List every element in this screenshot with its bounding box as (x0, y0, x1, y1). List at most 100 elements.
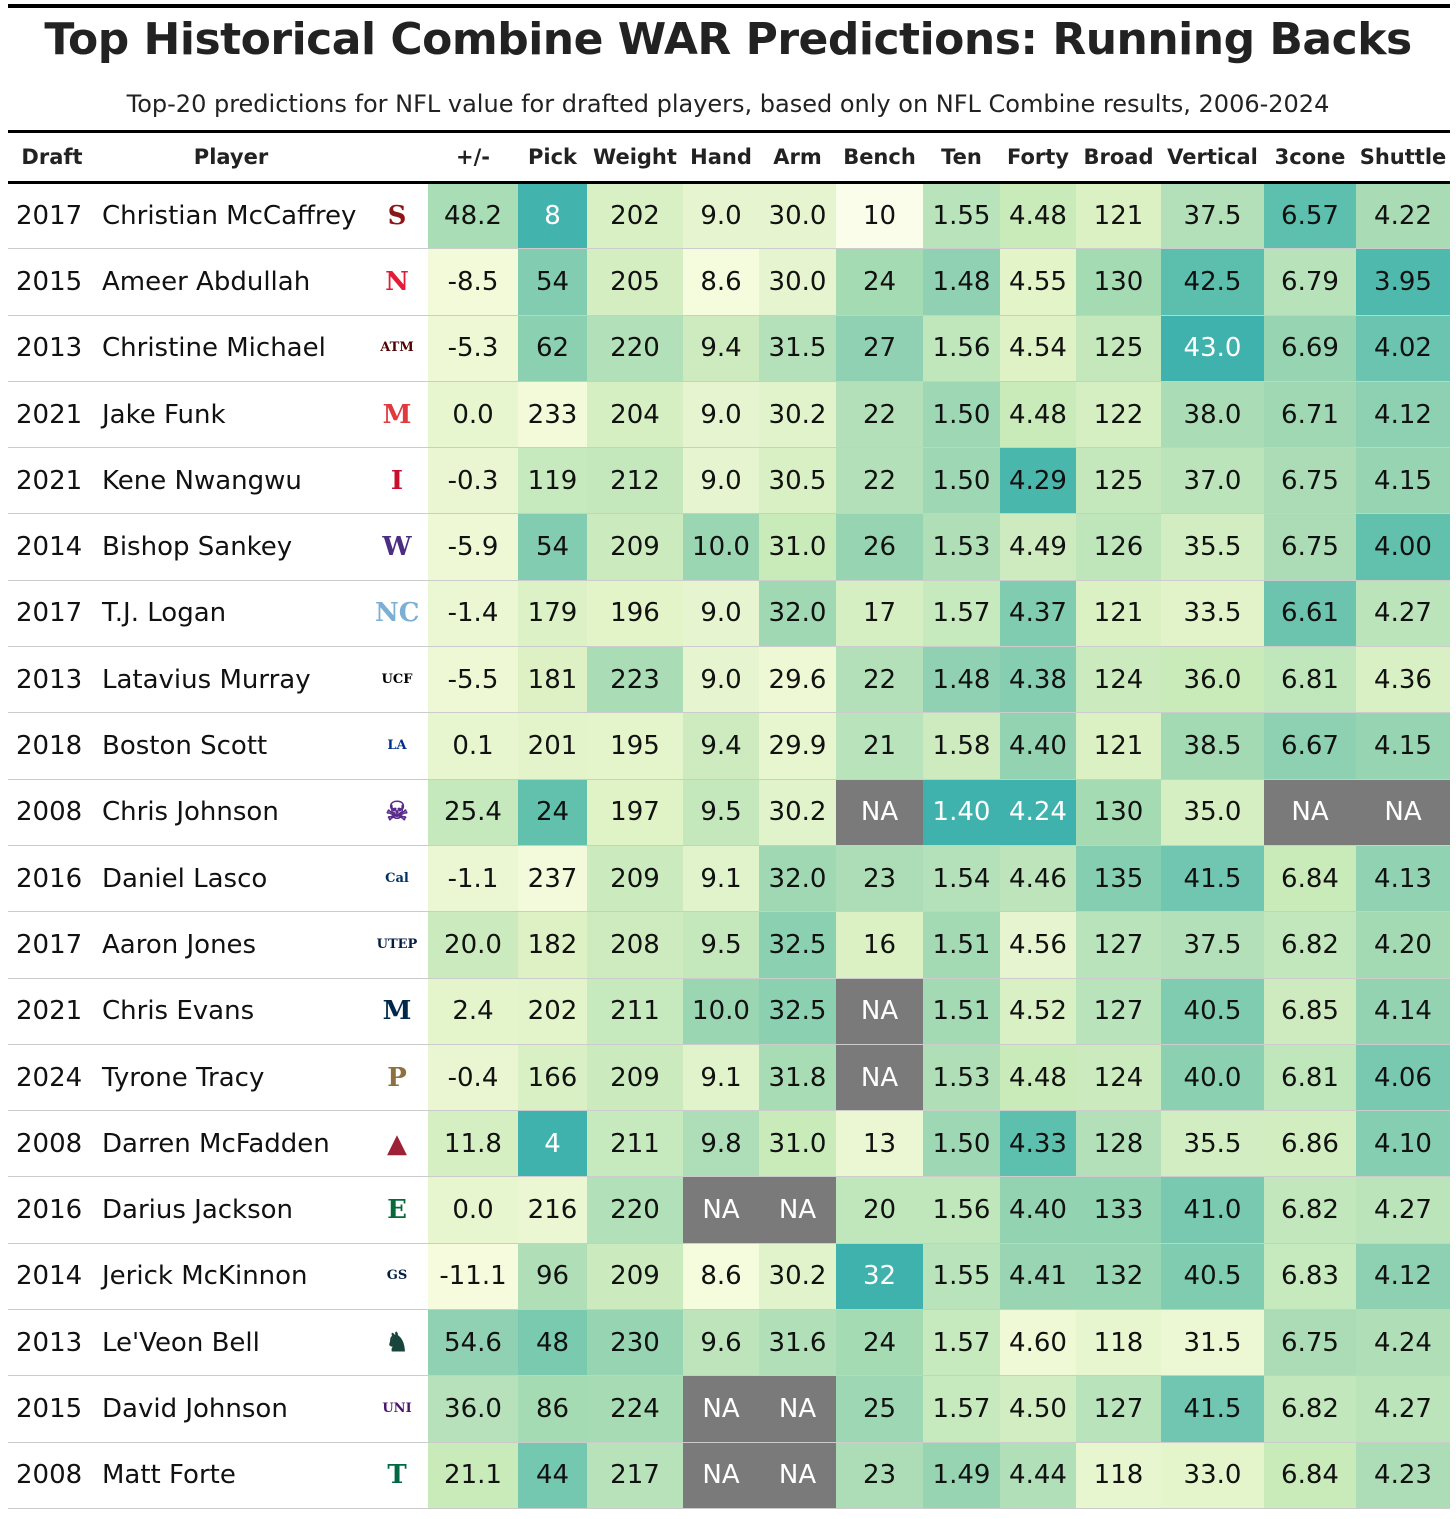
cell-forty: 4.56 (1000, 911, 1076, 979)
cell-vertical: 38.0 (1161, 381, 1264, 448)
cell-arm: 32.5 (759, 911, 836, 979)
cell-weight: 205 (587, 248, 683, 316)
cell-weight: 209 (587, 1044, 683, 1111)
cell-hand: 10.0 (683, 513, 759, 581)
cell-ten: 1.57 (923, 580, 1000, 647)
cell-draft: 2024 (16, 1062, 83, 1093)
cell-plus-minus: 0.0 (428, 381, 518, 448)
cell-ten: 1.53 (923, 513, 1000, 581)
cell-shuttle: 3.95 (1356, 248, 1450, 316)
cell-weight: 223 (587, 646, 683, 713)
cell-player: Matt Forte (102, 1460, 236, 1491)
cell-3cone: 6.85 (1264, 978, 1356, 1045)
cell-shuttle: 4.00 (1356, 513, 1450, 581)
cell-plus-minus: 21.1 (428, 1442, 518, 1509)
cell-weight: 220 (587, 315, 683, 382)
cell-arm: 30.2 (759, 1243, 836, 1310)
cell-broad: 127 (1076, 1375, 1161, 1443)
cell-ten: 1.57 (923, 1375, 1000, 1443)
cell-hand: NA (683, 1442, 759, 1509)
cell-hand: 8.6 (683, 248, 759, 316)
cell-bench: 22 (836, 646, 923, 713)
cell-logo: UNI (366, 1376, 428, 1442)
header-shuttle: Shuttle (1359, 145, 1447, 169)
cell-shuttle: NA (1356, 779, 1450, 846)
cell-draft: 2016 (16, 863, 83, 894)
cell-plus-minus: -1.4 (428, 580, 518, 647)
cell-ten: 1.51 (923, 911, 1000, 979)
cell-forty: 4.48 (1000, 381, 1076, 448)
north-carolina-logo-icon: NC (375, 598, 420, 629)
header-hand: Hand (690, 145, 752, 169)
cell-weight: 212 (587, 447, 683, 514)
header-player: Player (193, 145, 269, 169)
cell-arm: 30.0 (759, 182, 836, 249)
cell-weight: 196 (587, 580, 683, 647)
header-pick: Pick (527, 145, 577, 169)
cell-logo: E (366, 1177, 428, 1243)
cell-plus-minus: -0.4 (428, 1044, 518, 1111)
cell-draft: 2013 (16, 664, 83, 695)
michigan-logo-icon: M (382, 996, 412, 1027)
cell-3cone: 6.82 (1264, 1176, 1356, 1244)
cell-vertical: 43.0 (1161, 315, 1264, 382)
cell-vertical: 35.0 (1161, 779, 1264, 846)
cell-draft: 2017 (16, 598, 83, 629)
cell-logo: P (366, 1044, 428, 1110)
cell-bench: NA (836, 779, 923, 846)
cell-plus-minus: -11.1 (428, 1243, 518, 1310)
northern-iowa-logo-icon: UNI (382, 1400, 412, 1416)
cell-draft: 2008 (16, 1128, 83, 1159)
cell-draft: 2014 (16, 1261, 83, 1292)
cell-shuttle: 4.02 (1356, 315, 1450, 382)
cell-arm: 30.5 (759, 447, 836, 514)
cell-bench: 20 (836, 1176, 923, 1244)
cell-ten: 1.51 (923, 978, 1000, 1045)
cell-forty: 4.50 (1000, 1375, 1076, 1443)
cell-plus-minus: -8.5 (428, 248, 518, 316)
cell-weight: 209 (587, 845, 683, 912)
cell-plus-minus: 11.8 (428, 1110, 518, 1177)
cell-hand: 8.6 (683, 1243, 759, 1310)
cell-shuttle: 4.12 (1356, 381, 1450, 448)
cell-vertical: 35.5 (1161, 1110, 1264, 1177)
cell-bench: 25 (836, 1375, 923, 1443)
cell-forty: 4.40 (1000, 712, 1076, 780)
utep-logo-icon: UTEP (376, 936, 418, 952)
cell-forty: 4.55 (1000, 248, 1076, 316)
cell-3cone: 6.83 (1264, 1243, 1356, 1310)
table-row: 2024 Tyrone Tracy P -0.4 166 209 9.1 31.8 NA 1.53… (8, 1044, 1450, 1111)
header-vertical: Vertical (1167, 145, 1258, 169)
cell-weight: 211 (587, 978, 683, 1045)
cell-3cone: 6.86 (1264, 1110, 1356, 1177)
cell-3cone: 6.67 (1264, 712, 1356, 780)
cell-weight: 195 (587, 712, 683, 780)
cell-hand: 9.4 (683, 315, 759, 382)
cell-pick: 216 (518, 1176, 587, 1244)
cell-3cone: 6.61 (1264, 580, 1356, 647)
cell-vertical: 40.5 (1161, 978, 1264, 1045)
cell-pick: 237 (518, 845, 587, 912)
cell-vertical: 42.5 (1161, 248, 1264, 316)
cell-weight: 202 (587, 182, 683, 249)
cell-broad: 122 (1076, 381, 1161, 448)
cell-pick: 86 (518, 1375, 587, 1443)
cell-arm: 31.5 (759, 315, 836, 382)
header-plus-minus: +/- (456, 145, 490, 169)
cell-forty: 4.48 (1000, 1044, 1076, 1111)
ucf-logo-icon: UCF (381, 671, 413, 687)
cell-broad: 126 (1076, 513, 1161, 581)
cell-logo: LA (366, 713, 428, 779)
cell-bench: 26 (836, 513, 923, 581)
cell-ten: 1.53 (923, 1044, 1000, 1111)
cell-broad: 124 (1076, 1044, 1161, 1111)
header-forty: Forty (1006, 145, 1069, 169)
cell-draft: 2021 (16, 465, 83, 496)
cell-pick: 181 (518, 646, 587, 713)
cell-vertical: 40.5 (1161, 1243, 1264, 1310)
cell-ten: 1.50 (923, 381, 1000, 448)
cell-draft: 2008 (16, 1460, 83, 1491)
cell-forty: 4.40 (1000, 1176, 1076, 1244)
cell-forty: 4.60 (1000, 1309, 1076, 1376)
cell-pick: 202 (518, 978, 587, 1045)
